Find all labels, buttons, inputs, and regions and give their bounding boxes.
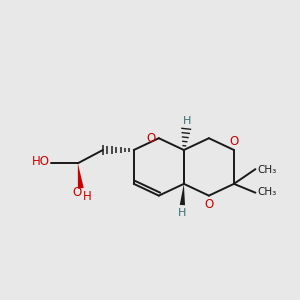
Text: O: O [73, 186, 82, 199]
Polygon shape [180, 184, 185, 205]
Text: O: O [229, 135, 239, 148]
Text: CH₃: CH₃ [258, 187, 277, 197]
Text: CH₃: CH₃ [258, 165, 277, 175]
Text: HO: HO [32, 155, 50, 168]
Text: O: O [204, 198, 214, 211]
Polygon shape [78, 163, 84, 189]
Text: H: H [83, 190, 92, 203]
Text: H: H [183, 116, 191, 126]
Text: H: H [178, 208, 187, 218]
Text: O: O [146, 132, 155, 145]
